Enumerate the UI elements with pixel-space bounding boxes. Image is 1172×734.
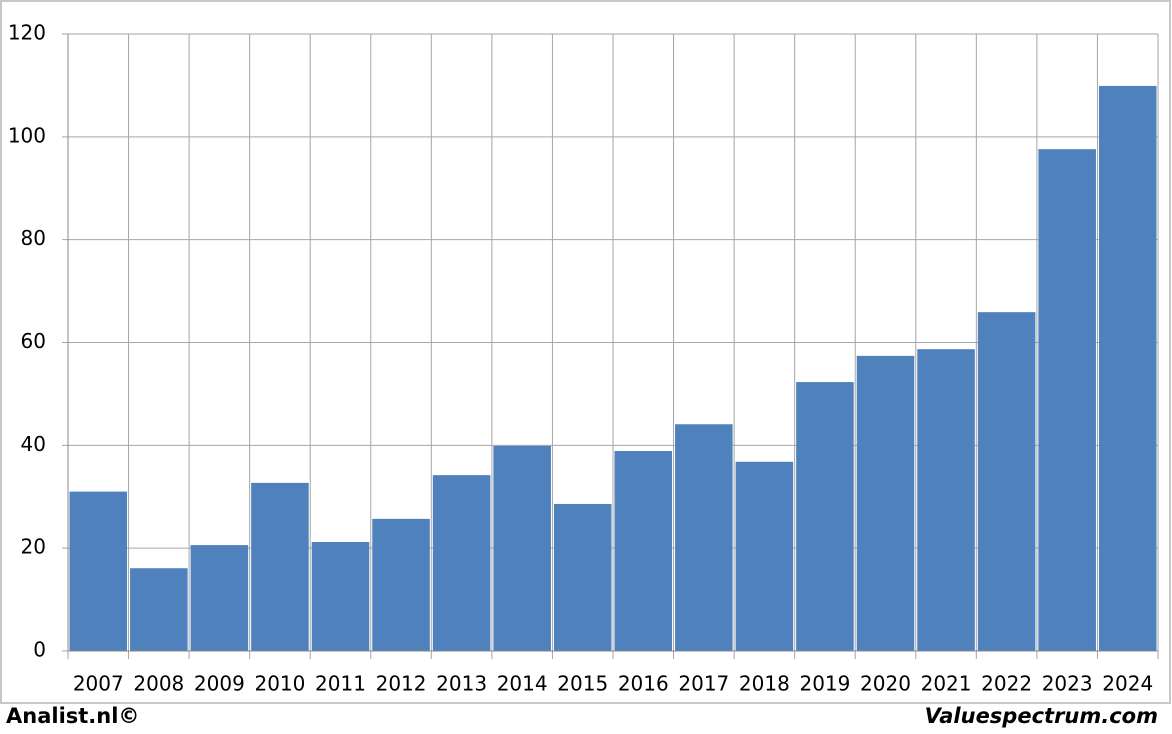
x-tick-label: 2020 xyxy=(860,672,911,696)
x-tick-label: 2013 xyxy=(436,672,487,696)
x-tick-label: 2023 xyxy=(1042,672,1093,696)
x-tick-label: 2015 xyxy=(557,672,608,696)
y-tick-label: 60 xyxy=(21,329,46,353)
x-tick-label: 2009 xyxy=(194,672,245,696)
bar xyxy=(553,503,612,651)
bar xyxy=(856,355,915,651)
bar xyxy=(1038,149,1096,651)
x-tick-label: 2019 xyxy=(799,672,850,696)
bar xyxy=(432,475,491,651)
x-tick-label: 2014 xyxy=(497,672,548,696)
bar xyxy=(1098,85,1157,651)
bar xyxy=(675,424,733,651)
bar xyxy=(311,541,370,651)
bar xyxy=(796,382,854,651)
bar xyxy=(493,445,551,651)
bar xyxy=(372,518,430,651)
x-tick-label: 2016 xyxy=(618,672,669,696)
bar xyxy=(917,349,975,651)
footer-right: Valuespectrum.com xyxy=(925,704,1158,728)
y-tick-label: 80 xyxy=(21,226,46,250)
bar xyxy=(130,568,188,651)
x-tick-label: 2012 xyxy=(376,672,427,696)
bar xyxy=(977,312,1036,651)
x-tick-label: 2017 xyxy=(678,672,729,696)
footer-left: Analist.nl© xyxy=(6,704,139,728)
x-tick-label: 2024 xyxy=(1102,672,1153,696)
y-tick-label: 100 xyxy=(8,123,46,147)
bar xyxy=(614,450,673,651)
y-tick-label: 120 xyxy=(8,21,46,45)
x-tick-label: 2011 xyxy=(315,672,366,696)
y-tick-label: 0 xyxy=(33,638,46,662)
x-tick-label: 2007 xyxy=(73,672,124,696)
bar xyxy=(735,461,794,651)
x-tick-label: 2022 xyxy=(981,672,1032,696)
bar xyxy=(190,545,249,651)
chart-frame xyxy=(0,0,1171,704)
x-tick-label: 2010 xyxy=(254,672,305,696)
x-tick-label: 2008 xyxy=(133,672,184,696)
bar xyxy=(69,491,128,651)
x-tick-label: 2018 xyxy=(739,672,790,696)
y-tick-label: 20 xyxy=(21,535,46,559)
x-tick-label: 2021 xyxy=(921,672,972,696)
bar xyxy=(251,482,309,651)
y-tick-label: 40 xyxy=(21,432,46,456)
